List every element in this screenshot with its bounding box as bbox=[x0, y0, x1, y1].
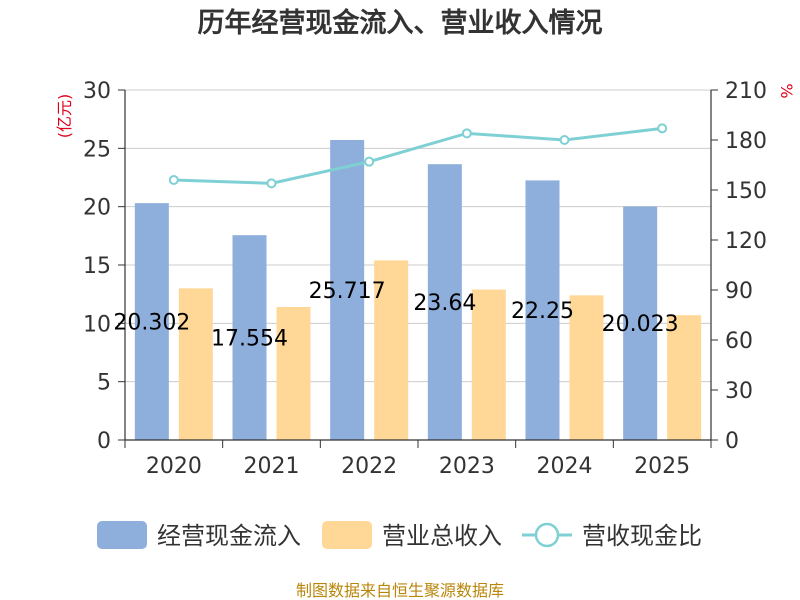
ratio-point bbox=[657, 123, 668, 134]
revenue-bar bbox=[471, 289, 506, 440]
cash-inflow-bar bbox=[330, 139, 365, 441]
cash-inflow-value-label: 23.64 bbox=[413, 291, 476, 316]
x-tick-label: 2022 bbox=[341, 454, 397, 479]
left-axis-unit: (亿元) bbox=[55, 94, 74, 139]
cash-inflow-bar bbox=[134, 203, 169, 440]
right-tick-label: 60 bbox=[725, 329, 753, 354]
ratio-line-path bbox=[173, 126, 663, 185]
right-tick-label: 210 bbox=[725, 79, 767, 104]
x-tick-label: 2020 bbox=[146, 454, 202, 479]
ratio-point bbox=[168, 175, 179, 185]
cash-inflow-bar bbox=[525, 180, 560, 440]
revenue-bar bbox=[276, 307, 311, 440]
cash-inflow-bar bbox=[623, 206, 658, 440]
x-tick-label: 2025 bbox=[634, 454, 690, 479]
chart-title: 历年经营现金流入、营业收入情况 bbox=[198, 7, 603, 39]
revenue-bar bbox=[667, 315, 702, 440]
left-tick-label: 20 bbox=[83, 196, 111, 221]
right-tick-label: 0 bbox=[725, 429, 739, 454]
cash-inflow-bar bbox=[232, 235, 267, 440]
right-tick-label: 30 bbox=[725, 379, 753, 404]
ratio-point bbox=[559, 135, 570, 145]
right-tick-label: 150 bbox=[725, 179, 767, 204]
revenue-bar bbox=[569, 295, 604, 440]
bars bbox=[134, 139, 702, 441]
legend-label-revenue: 营业总收入 bbox=[382, 522, 502, 550]
ratio-point bbox=[364, 156, 375, 167]
right-tick-label: 120 bbox=[725, 229, 767, 254]
left-tick-label: 5 bbox=[97, 371, 111, 396]
right-tick-label: 180 bbox=[725, 129, 767, 154]
legend-label-ratio: 营收现金比 bbox=[582, 522, 702, 550]
cash-inflow-value-label: 22.25 bbox=[511, 299, 574, 324]
right-axis-unit: % bbox=[777, 83, 796, 98]
left-tick-label: 10 bbox=[83, 312, 111, 337]
ratio-point bbox=[266, 178, 277, 189]
legend-swatch-ratio-marker bbox=[534, 522, 560, 548]
cash-inflow-value-label: 20.023 bbox=[602, 312, 679, 337]
cash-inflow-bar bbox=[427, 164, 462, 440]
revenue-bar bbox=[178, 288, 213, 440]
data-labels: 20.302 17.554 25.717 23.64 22.25 20.023 bbox=[113, 279, 678, 352]
right-tick-label: 90 bbox=[725, 279, 753, 304]
left-tick-label: 25 bbox=[83, 137, 111, 162]
ratio-line bbox=[168, 123, 668, 189]
legend-swatch-cash-inflow bbox=[97, 521, 147, 549]
cash-inflow-value-label: 20.302 bbox=[113, 311, 190, 336]
left-tick-label: 30 bbox=[83, 79, 111, 104]
left-tick-label: 0 bbox=[97, 429, 111, 454]
x-tick-label: 2024 bbox=[537, 454, 593, 479]
x-tick-label: 2023 bbox=[439, 454, 495, 479]
cash-inflow-value-label: 17.554 bbox=[211, 327, 288, 352]
cash-inflow-value-label: 25.717 bbox=[309, 279, 386, 304]
revenue-bar bbox=[374, 260, 409, 440]
x-tick-label: 2021 bbox=[244, 454, 300, 479]
source-note: 制图数据来自恒生聚源数据库 bbox=[296, 581, 504, 600]
legend-label-cash-inflow: 经营现金流入 bbox=[157, 522, 301, 550]
ratio-point bbox=[461, 128, 472, 139]
legend: 经营现金流入 营业总收入 营收现金比 bbox=[97, 521, 702, 550]
axes bbox=[118, 89, 718, 448]
left-tick-label: 15 bbox=[83, 254, 111, 279]
legend-swatch-revenue bbox=[322, 521, 372, 549]
